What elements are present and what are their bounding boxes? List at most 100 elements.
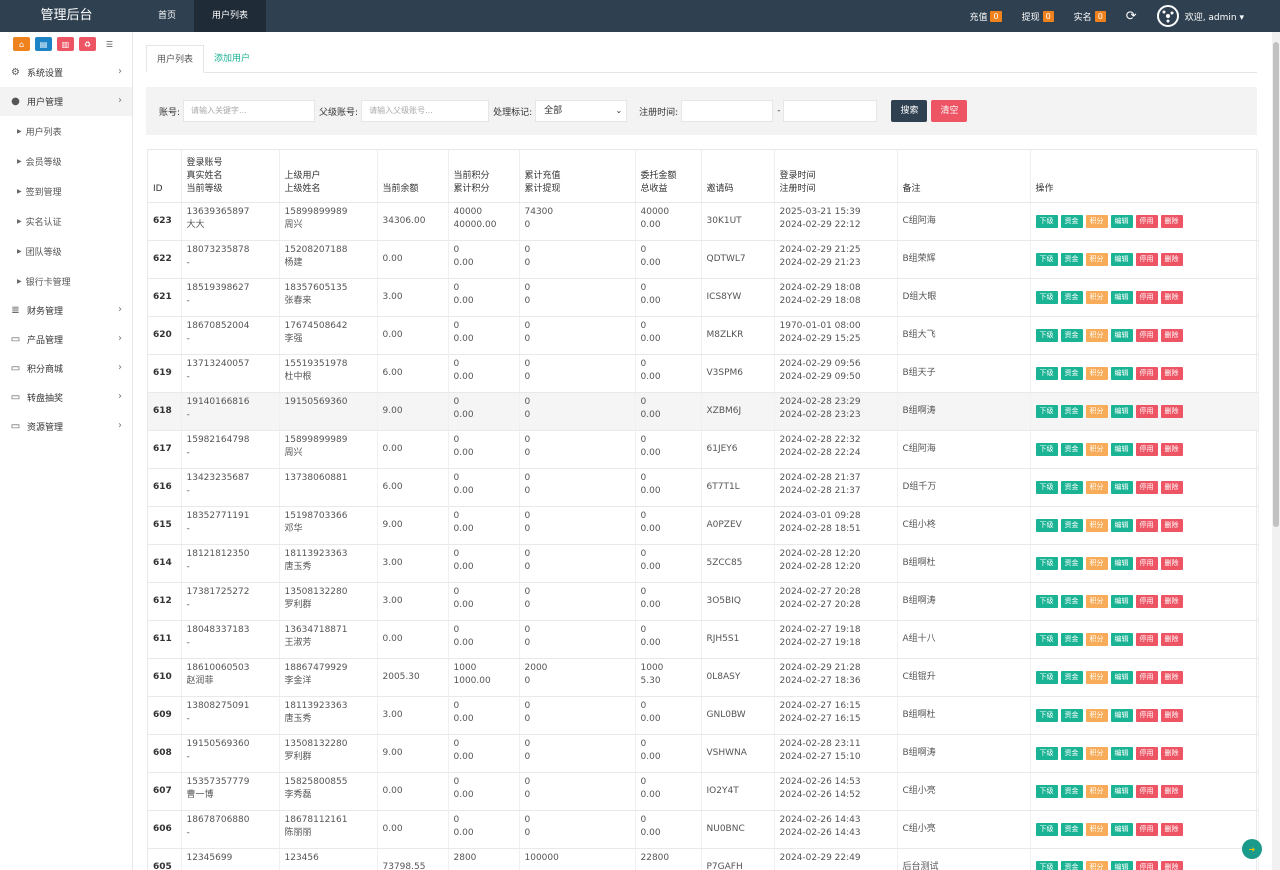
row-action-button[interactable]: 编辑 xyxy=(1110,328,1133,342)
row-action-button[interactable]: 编辑 xyxy=(1110,366,1133,380)
row-action-button[interactable]: 编辑 xyxy=(1110,822,1133,836)
row-action-button[interactable]: 下级 xyxy=(1035,214,1058,228)
row-action-button[interactable]: 编辑 xyxy=(1110,404,1133,418)
clear-button[interactable]: 清空 xyxy=(931,100,968,122)
row-action-button[interactable]: 资金 xyxy=(1060,632,1083,646)
row-action-button[interactable]: 停用 xyxy=(1135,746,1158,760)
row-action-button[interactable]: 资金 xyxy=(1060,404,1083,418)
row-action-button[interactable]: 停用 xyxy=(1135,708,1158,722)
row-action-button[interactable]: 编辑 xyxy=(1110,860,1133,870)
menu-finance[interactable]: ≣ 财务管理 › xyxy=(0,296,132,325)
row-action-button[interactable]: 资金 xyxy=(1060,328,1083,342)
row-action-button[interactable]: 停用 xyxy=(1135,252,1158,266)
row-action-button[interactable]: 删除 xyxy=(1160,252,1183,266)
tab-add-user[interactable]: 添加用户 xyxy=(214,54,251,64)
row-action-button[interactable]: 下级 xyxy=(1035,784,1058,798)
row-action-button[interactable]: 资金 xyxy=(1060,518,1083,532)
account-search-input[interactable]: 请输入关键字... xyxy=(183,100,316,122)
recycle-icon[interactable]: ♻ xyxy=(79,37,96,51)
row-action-button[interactable]: 下级 xyxy=(1035,670,1058,684)
submenu-team-level[interactable]: ▶ 团队等级 xyxy=(0,236,132,266)
row-action-button[interactable]: 积分 xyxy=(1085,556,1108,570)
row-action-button[interactable]: 删除 xyxy=(1160,366,1183,380)
menu-resources[interactable]: ▭ 资源管理 › xyxy=(0,412,132,441)
row-action-button[interactable]: 积分 xyxy=(1085,480,1108,494)
row-action-button[interactable]: 停用 xyxy=(1135,594,1158,608)
row-action-button[interactable]: 下级 xyxy=(1035,860,1058,870)
scrollbar-thumb[interactable] xyxy=(1273,42,1279,527)
submenu-user-list[interactable]: ▶ 用户列表 xyxy=(0,116,132,146)
mark-select[interactable]: 全部 ⌄ xyxy=(535,100,628,122)
row-action-button[interactable]: 停用 xyxy=(1135,480,1158,494)
row-action-button[interactable]: 资金 xyxy=(1060,214,1083,228)
row-action-button[interactable]: 编辑 xyxy=(1110,480,1133,494)
recharge-link[interactable]: 充值 0 xyxy=(969,10,1002,23)
row-action-button[interactable]: 下级 xyxy=(1035,480,1058,494)
row-action-button[interactable]: 积分 xyxy=(1085,328,1108,342)
row-action-button[interactable]: 停用 xyxy=(1135,822,1158,836)
row-action-button[interactable]: 停用 xyxy=(1135,784,1158,798)
row-action-button[interactable]: 资金 xyxy=(1060,670,1083,684)
row-action-button[interactable]: 停用 xyxy=(1135,670,1158,684)
row-action-button[interactable]: 停用 xyxy=(1135,404,1158,418)
row-action-button[interactable]: 资金 xyxy=(1060,708,1083,722)
row-action-button[interactable]: 停用 xyxy=(1135,632,1158,646)
row-action-button[interactable]: 删除 xyxy=(1160,860,1183,870)
row-action-button[interactable]: 编辑 xyxy=(1110,708,1133,722)
row-action-button[interactable]: 删除 xyxy=(1160,670,1183,684)
menu-lucky-wheel[interactable]: ▭ 转盘抽奖 › xyxy=(0,383,132,412)
row-action-button[interactable]: 资金 xyxy=(1060,746,1083,760)
row-action-button[interactable]: 删除 xyxy=(1160,632,1183,646)
row-action-button[interactable]: 删除 xyxy=(1160,822,1183,836)
row-action-button[interactable]: 资金 xyxy=(1060,594,1083,608)
row-action-button[interactable]: 资金 xyxy=(1060,252,1083,266)
withdraw-link[interactable]: 提现 0 xyxy=(1022,10,1054,23)
menu-points-mall[interactable]: ▭ 积分商城 › xyxy=(0,354,132,383)
row-action-button[interactable]: 停用 xyxy=(1135,366,1158,380)
submenu-member-level[interactable]: ▶ 会员等级 xyxy=(0,146,132,176)
row-action-button[interactable]: 编辑 xyxy=(1110,290,1133,304)
row-action-button[interactable]: 删除 xyxy=(1160,594,1183,608)
parent-account-input[interactable]: 请输入父级账号... xyxy=(361,100,490,122)
row-action-button[interactable]: 下级 xyxy=(1035,594,1058,608)
submenu-realname[interactable]: ▶ 实名认证 xyxy=(0,206,132,236)
row-action-button[interactable]: 资金 xyxy=(1060,822,1083,836)
row-action-button[interactable]: 积分 xyxy=(1085,366,1108,380)
row-action-button[interactable]: 删除 xyxy=(1160,784,1183,798)
row-action-button[interactable]: 资金 xyxy=(1060,442,1083,456)
back-to-top-button[interactable]: ➜ xyxy=(1242,839,1262,859)
menu-products[interactable]: ▭ 产品管理 › xyxy=(0,325,132,354)
row-action-button[interactable]: 下级 xyxy=(1035,822,1058,836)
list-icon[interactable]: ☰ xyxy=(101,37,118,51)
tab-user-list[interactable]: 用户列表 xyxy=(146,45,205,73)
row-action-button[interactable]: 下级 xyxy=(1035,290,1058,304)
row-action-button[interactable]: 积分 xyxy=(1085,784,1108,798)
row-action-button[interactable]: 积分 xyxy=(1085,632,1108,646)
row-action-button[interactable]: 资金 xyxy=(1060,366,1083,380)
row-action-button[interactable]: 积分 xyxy=(1085,860,1108,870)
row-action-button[interactable]: 资金 xyxy=(1060,860,1083,870)
row-action-button[interactable]: 资金 xyxy=(1060,556,1083,570)
row-action-button[interactable]: 资金 xyxy=(1060,784,1083,798)
row-action-button[interactable]: 积分 xyxy=(1085,708,1108,722)
row-action-button[interactable]: 下级 xyxy=(1035,404,1058,418)
welcome-user-menu[interactable]: 欢迎, admin ▾ xyxy=(1184,12,1244,23)
row-action-button[interactable]: 资金 xyxy=(1060,290,1083,304)
nav-home[interactable]: 首页 xyxy=(158,11,177,21)
row-action-button[interactable]: 删除 xyxy=(1160,290,1183,304)
row-action-button[interactable]: 停用 xyxy=(1135,442,1158,456)
nav-user-list[interactable]: 用户列表 xyxy=(194,0,267,32)
row-action-button[interactable]: 下级 xyxy=(1035,518,1058,532)
row-action-button[interactable]: 删除 xyxy=(1160,328,1183,342)
file-icon[interactable]: ▤ xyxy=(35,37,52,51)
row-action-button[interactable]: 下级 xyxy=(1035,366,1058,380)
reg-date-end-input[interactable] xyxy=(783,100,878,122)
avatar[interactable] xyxy=(1156,5,1179,27)
row-action-button[interactable]: 删除 xyxy=(1160,518,1183,532)
row-action-button[interactable]: 编辑 xyxy=(1110,442,1133,456)
row-action-button[interactable]: 停用 xyxy=(1135,290,1158,304)
row-action-button[interactable]: 停用 xyxy=(1135,518,1158,532)
row-action-button[interactable]: 积分 xyxy=(1085,822,1108,836)
row-action-button[interactable]: 删除 xyxy=(1160,556,1183,570)
search-button[interactable]: 搜索 xyxy=(891,100,928,122)
